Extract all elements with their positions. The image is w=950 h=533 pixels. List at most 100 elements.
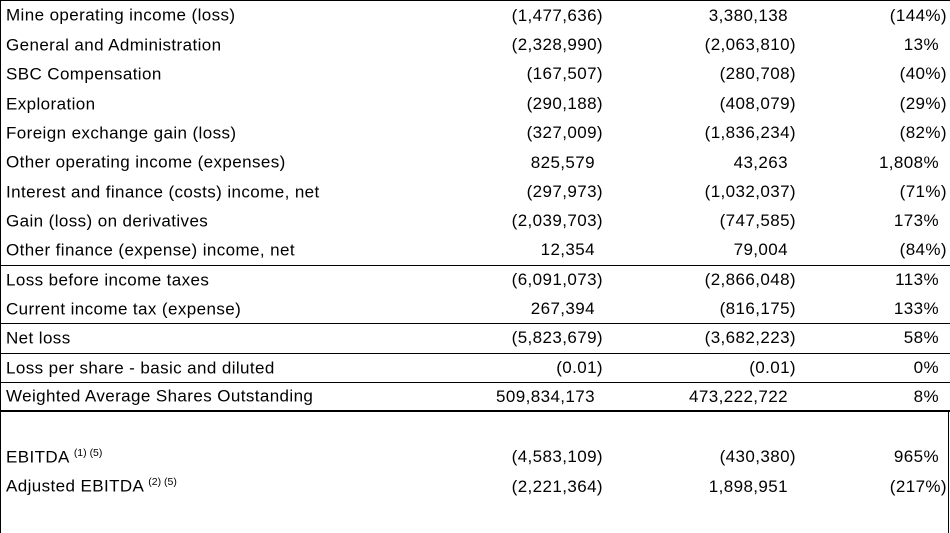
value-period-2: (2,063,810) (704, 35, 796, 55)
value-percent-change: 113% (895, 270, 939, 290)
row-label-text: General and Administration (6, 35, 222, 55)
value-period-2: (3,682,223) (704, 328, 796, 348)
table-row: General and Administration (2,328,990) (… (1, 30, 950, 59)
table-row: Gain (loss) on derivatives (2,039,703) (… (1, 207, 950, 236)
right-border-rule (948, 412, 949, 533)
row-label-text: Current income tax (expense) (6, 299, 242, 319)
value-percent-change: (84%) (899, 240, 947, 260)
value-period-1: (2,328,990) (511, 35, 603, 55)
value-period-1: (327,009) (526, 123, 603, 143)
value-percent-change: 133% (893, 299, 939, 319)
value-period-1: 267,394 (530, 299, 595, 319)
value-percent-change: 8% (913, 386, 939, 406)
table-row (1, 412, 950, 442)
row-label: Net loss (1, 328, 440, 349)
row-label-text: Adjusted EBITDA (6, 476, 145, 496)
row-label: Interest and finance (costs) income, net (1, 182, 440, 203)
row-label-text: Weighted Average Shares Outstanding (6, 387, 314, 407)
table-row: Adjusted EBITDA (2) (5) (2,221,364) 1,898… (1, 472, 950, 501)
table-row: Other finance (expense) income, net 12,3… (1, 236, 950, 266)
row-label (1, 417, 440, 438)
value-period-1: 825,579 (530, 152, 595, 172)
value-period-2: (2,866,048) (704, 270, 796, 290)
value-period-1: (2,039,703) (511, 211, 603, 231)
row-label: Other finance (expense) income, net (1, 240, 440, 261)
row-label: Loss per share - basic and diluted (1, 358, 440, 379)
value-percent-change: 13% (903, 35, 939, 55)
row-label-text: Foreign exchange gain (loss) (6, 123, 237, 143)
value-percent-change: (71%) (899, 182, 947, 202)
row-label-text: Mine operating income (loss) (6, 6, 236, 26)
value-period-2: (1,836,234) (704, 123, 796, 143)
row-label-text: Other operating income (expenses) (6, 152, 286, 172)
value-period-1: 509,834,173 (496, 386, 595, 406)
row-label: SBC Compensation (1, 64, 440, 85)
table-row: Loss before income taxes (6,091,073) (2,… (1, 266, 950, 295)
table-row: Interest and finance (costs) income, net… (1, 177, 950, 206)
table-row: Other operating income (expenses) 825,57… (1, 148, 950, 177)
table-row: Weighted Average Shares Outstanding 509,… (1, 383, 950, 413)
table-row: Exploration (290,188) (408,079) (29%) (1, 89, 950, 118)
row-label-text: Other finance (expense) income, net (6, 240, 295, 260)
value-period-1: (6,091,073) (511, 270, 603, 290)
value-period-2: (408,079) (719, 93, 796, 113)
row-label-text: Gain (loss) on derivatives (6, 211, 209, 231)
value-period-1: 12,354 (540, 240, 595, 260)
row-label-text: Loss per share - basic and diluted (6, 358, 275, 378)
row-label-text: Exploration (6, 94, 96, 114)
row-label: Gain (loss) on derivatives (1, 211, 440, 232)
value-period-2: 473,222,722 (689, 386, 788, 406)
value-percent-change: 965% (893, 447, 939, 467)
table-rows: Mine operating income (loss) (1,477,636)… (1, 1, 950, 501)
row-label-text: EBITDA (6, 447, 70, 467)
value-percent-change: (82%) (899, 123, 947, 143)
value-percent-change: (29%) (899, 93, 947, 113)
table-row: Foreign exchange gain (loss) (327,009) (… (1, 119, 950, 148)
value-period-2: 1,898,951 (708, 476, 788, 496)
row-label: Other operating income (expenses) (1, 152, 440, 173)
value-period-1: (2,221,364) (511, 476, 603, 496)
row-label: Weighted Average Shares Outstanding (1, 386, 440, 407)
value-period-1: (290,188) (526, 93, 603, 113)
row-label: Foreign exchange gain (loss) (1, 123, 440, 144)
value-percent-change: 1,808% (878, 152, 939, 172)
value-period-2: 79,004 (733, 240, 788, 260)
row-label-superscript: (2) (5) (148, 476, 177, 489)
row-label: Current income tax (expense) (1, 299, 440, 320)
row-label-text: Interest and finance (costs) income, net (6, 182, 320, 202)
value-percent-change: (217%) (889, 476, 947, 496)
value-period-2: (280,708) (719, 64, 796, 84)
value-period-2: (430,380) (719, 447, 796, 467)
value-period-2: 43,263 (733, 152, 788, 172)
value-period-1: (4,583,109) (511, 447, 603, 467)
value-percent-change: (40%) (899, 64, 947, 84)
row-label: Exploration (1, 94, 440, 115)
value-period-1: (297,973) (526, 182, 603, 202)
value-period-1: (0.01) (556, 357, 603, 377)
row-label: EBITDA (1) (5) (1, 447, 440, 468)
row-label: Loss before income taxes (1, 270, 440, 291)
value-percent-change: 173% (893, 211, 939, 231)
value-period-2: 3,380,138 (708, 5, 788, 25)
value-period-1: (167,507) (526, 64, 603, 84)
row-label: Mine operating income (loss) (1, 5, 440, 26)
row-label: Adjusted EBITDA (2) (5) (1, 476, 440, 497)
value-period-2: (747,585) (719, 211, 796, 231)
value-period-1: (1,477,636) (511, 5, 603, 25)
value-percent-change: 0% (913, 357, 939, 377)
row-label-text: Loss before income taxes (6, 270, 210, 290)
table-row: EBITDA (1) (5) (4,583,109) (430,380) 965% (1, 442, 950, 471)
row-label: General and Administration (1, 35, 440, 56)
row-label-text: Net loss (6, 328, 71, 348)
row-label-text: SBC Compensation (6, 64, 162, 84)
table-row: Mine operating income (loss) (1,477,636)… (1, 1, 950, 30)
value-period-2: (0.01) (749, 357, 796, 377)
table-row: SBC Compensation (167,507) (280,708) (40… (1, 60, 950, 89)
row-label-superscript: (1) (5) (73, 446, 103, 459)
value-percent-change: (144%) (889, 5, 947, 25)
value-period-2: (1,032,037) (704, 182, 796, 202)
table-row: Net loss (5,823,679) (3,682,223) 58% (1, 324, 950, 354)
table-row: Loss per share - basic and diluted (0.01… (1, 354, 950, 384)
value-percent-change: 58% (903, 328, 939, 348)
